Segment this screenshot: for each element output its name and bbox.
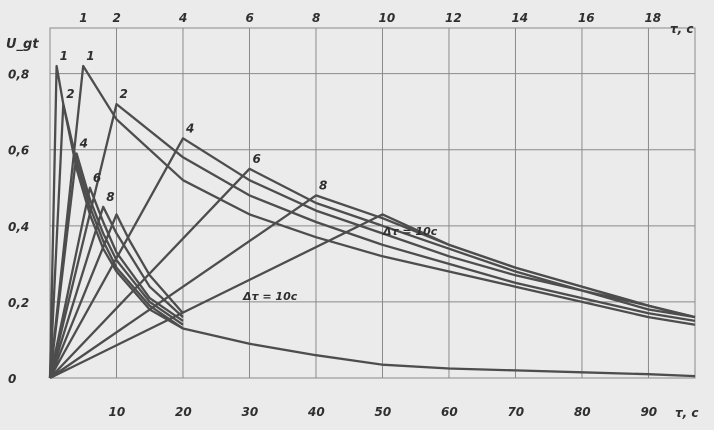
x-tick-label-top: 16 <box>578 11 595 25</box>
y-tick-label: 0,2 <box>8 296 29 310</box>
x-tick-label-top: 4 <box>178 11 187 25</box>
x-tick-label-top: 6 <box>245 11 253 25</box>
x-tick-label-bottom: 60 <box>441 405 458 419</box>
x-tick-label-bottom: 40 <box>307 405 325 419</box>
series-line <box>48 102 184 379</box>
series-line <box>49 167 696 379</box>
y-tick-label: 0,6 <box>8 144 29 158</box>
series-label: 6 <box>93 171 101 185</box>
series-label: 1 <box>86 49 94 63</box>
series-label: 2 <box>66 87 74 101</box>
y-tick-label: 0,4 <box>8 220 29 234</box>
series-line <box>48 102 696 379</box>
x-tick-label-bottom: 80 <box>574 405 591 419</box>
series-label: 8 <box>106 190 114 204</box>
delta-tau-annotation-top: Δτ = 10c <box>382 225 438 238</box>
x-tick-label-top: 8 <box>312 11 320 25</box>
y-tick-label: 0,8 <box>8 68 29 82</box>
x-tick-label-bottom: 10 <box>108 405 125 419</box>
x-axis-label-top: τ, c <box>670 22 694 36</box>
labels: 00,20,40,60,810 20 30 40 50 60 70 80 901 2 4 6 8 10 12… <box>8 11 661 419</box>
x-axis-label-bottom: τ, c <box>675 406 699 420</box>
x-tick-label-bottom: 20 <box>175 405 192 419</box>
x-tick-label-top: 18 <box>644 11 661 25</box>
x-tick-label-top: 1 <box>79 11 87 25</box>
x-tick-label-top: 14 <box>511 11 528 25</box>
series-line <box>48 137 696 379</box>
grid <box>49 27 696 379</box>
series-line <box>49 213 696 380</box>
x-tick-label-bottom: 50 <box>374 405 391 419</box>
y-tick-label: 0 <box>8 372 16 386</box>
x-tick-label-bottom: 30 <box>241 405 258 419</box>
x-tick-label-bottom: 90 <box>640 405 657 419</box>
x-tick-label-bottom: 70 <box>507 405 524 419</box>
series-label: 4 <box>185 121 194 135</box>
x-tick-label-top: 12 <box>445 11 462 25</box>
series-label: 6 <box>252 152 260 166</box>
x-tick-label-top: 10 <box>378 11 395 25</box>
series-line <box>48 152 184 379</box>
series-line <box>48 205 184 379</box>
series-line <box>48 64 696 379</box>
series-label: 4 <box>79 137 88 151</box>
series-label: 8 <box>319 178 327 192</box>
delta-tau-annotation-bottom: Δτ = 10c <box>242 290 298 303</box>
series-label: 1 <box>60 49 68 63</box>
curves <box>48 64 696 380</box>
series-line <box>48 186 184 379</box>
series-line <box>48 213 184 379</box>
series-label: 2 <box>119 87 127 101</box>
y-axis-label: U_gt <box>6 37 39 52</box>
x-tick-label-top: 2 <box>112 11 120 25</box>
plot-frame <box>49 27 696 379</box>
